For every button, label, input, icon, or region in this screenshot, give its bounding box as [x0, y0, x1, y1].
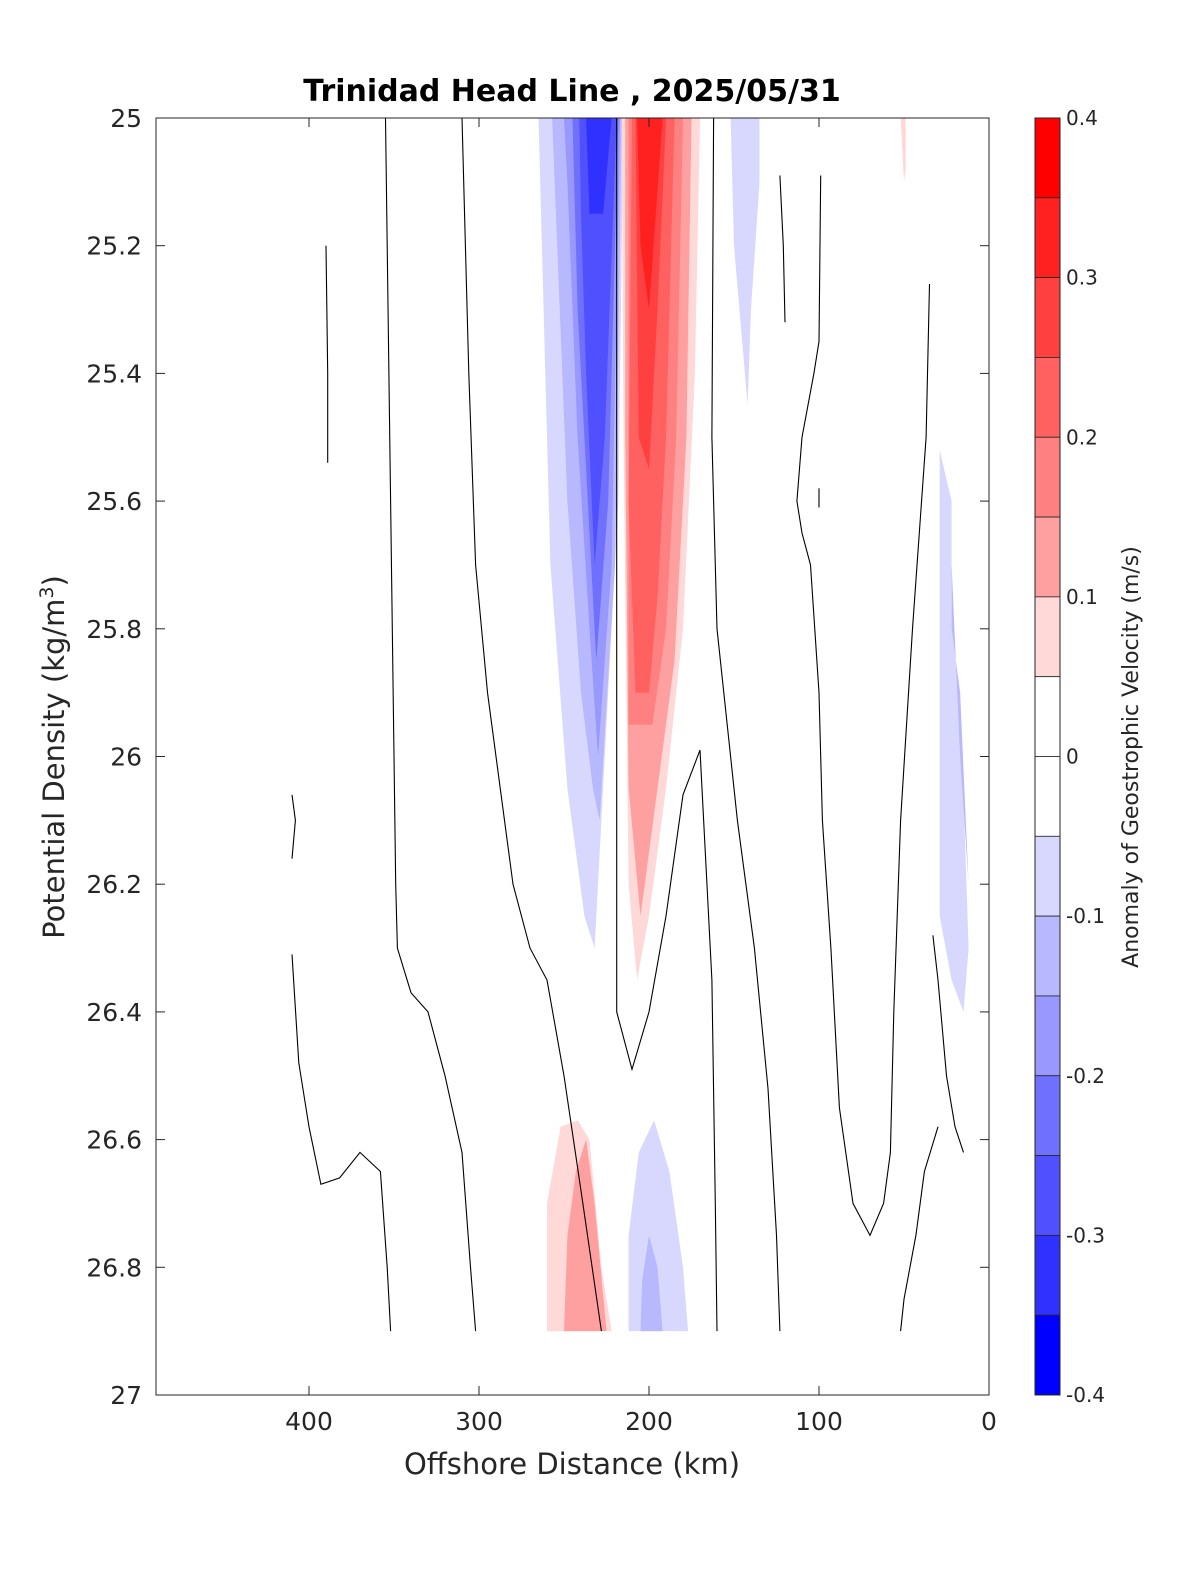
y-tick-label: 25 — [110, 104, 142, 133]
contour-line-8 — [779, 175, 786, 323]
contour-line-11 — [932, 935, 965, 1153]
x-tick-label: 300 — [455, 1407, 503, 1436]
y-tick-label: 25.8 — [86, 615, 142, 644]
offshore-blue-patch-140km — [730, 118, 760, 406]
y-tick-label: 26.4 — [86, 998, 142, 1027]
nearshore-blue-2 — [951, 501, 969, 885]
y-axis: 25 25.2 25.4 25.6 25.8 26 26.2 26.4 26.6 26.8 27 — [86, 104, 989, 1410]
colorbar-level — [1034, 117, 1061, 199]
colorbar-level — [1034, 1075, 1061, 1156]
y-tick-label: 27 — [110, 1381, 142, 1410]
y-tick-label: 26.8 — [86, 1253, 142, 1282]
colorbar-level — [1034, 1234, 1061, 1316]
colorbar-level — [1034, 676, 1061, 757]
colorbar-tick-label: -0.2 — [1066, 1064, 1105, 1088]
colorbar-tick-label: -0.3 — [1066, 1223, 1105, 1247]
southward-core-blue-6 — [586, 118, 612, 214]
y-axis-label-superscript: 3 — [36, 586, 58, 598]
y-tick-label: 25.6 — [86, 487, 142, 516]
y-axis-label-close: ) — [37, 575, 71, 586]
contour-line-6 — [616, 118, 718, 1332]
x-axis: 400 300 200 100 0 — [285, 118, 997, 1436]
contour-line-12 — [900, 1126, 939, 1332]
colorbar-level — [1034, 835, 1061, 917]
chart-title: Trinidad Head Line , 2025/05/31 — [303, 74, 840, 109]
colorbar-tick-label: 0.4 — [1066, 106, 1098, 130]
colorbar-level — [1034, 995, 1061, 1077]
colorbar-level — [1034, 197, 1061, 279]
colorbar-tick-label: 0.1 — [1066, 585, 1098, 609]
x-tick-label: 400 — [285, 1407, 333, 1436]
nearshore-blue-1 — [939, 450, 969, 1012]
colorbar-tick-label: -0.1 — [1066, 904, 1105, 928]
colorbar-level — [1034, 756, 1061, 837]
y-tick-label: 26 — [110, 743, 142, 772]
colorbar-level — [1034, 1314, 1061, 1396]
contour-line-10 — [796, 175, 931, 1237]
x-tick-label: 200 — [625, 1407, 673, 1436]
contour-line-5 — [461, 117, 602, 1332]
colorbar-level — [1034, 1155, 1061, 1236]
y-tick-label: 26.6 — [86, 1126, 142, 1155]
colorbar-level — [1034, 915, 1061, 997]
contour-line-7 — [711, 117, 781, 1332]
contour-line-1 — [325, 245, 329, 463]
colorbar-frame — [1034, 117, 1061, 1396]
southward-core-blue-5 — [579, 118, 617, 565]
colorbar-tick-label: 0.3 — [1066, 266, 1098, 290]
colorbar-level — [1034, 516, 1061, 598]
colorbar-tick-label: -0.4 — [1066, 1383, 1105, 1407]
y-tick-label: 26.2 — [86, 870, 142, 899]
filled-contour-regions — [538, 118, 969, 1332]
contour-line-2 — [291, 794, 296, 859]
northward-core-red-6 — [637, 118, 663, 310]
colorbar-tick-label: 0.2 — [1066, 425, 1098, 449]
deep-red-patch-240km-core — [564, 1139, 607, 1332]
colorbar-tick-label: 0 — [1066, 745, 1079, 769]
colorbar-level — [1034, 596, 1061, 678]
colorbar: 0.4 0.3 0.2 0.1 0 -0.1 -0.2 -0.3 -0.4 — [1034, 106, 1105, 1407]
y-axis-label: Potential Density (kg/m3) — [36, 575, 71, 939]
x-tick-label: 100 — [795, 1407, 843, 1436]
x-tick-label: 0 — [981, 1407, 997, 1436]
deep-blue-patch-200km-core — [640, 1235, 663, 1332]
y-axis-label-main: Potential Density (kg/m — [37, 599, 71, 939]
y-tick-label: 25.4 — [86, 359, 142, 388]
x-axis-label: Offshore Distance (km) — [404, 1447, 740, 1481]
colorbar-level — [1034, 277, 1061, 358]
contour-line-3 — [291, 954, 392, 1332]
colorbar-level — [1034, 357, 1061, 438]
colorbar-level — [1034, 436, 1061, 518]
nearshore-red-sliver-50km — [900, 118, 906, 182]
colorbar-label: Anomaly of Geostrophic Velocity (m/s) — [1119, 546, 1144, 968]
contour-lines — [291, 117, 965, 1332]
y-tick-label: 25.2 — [86, 232, 142, 261]
contour-line-4 — [384, 117, 477, 1332]
